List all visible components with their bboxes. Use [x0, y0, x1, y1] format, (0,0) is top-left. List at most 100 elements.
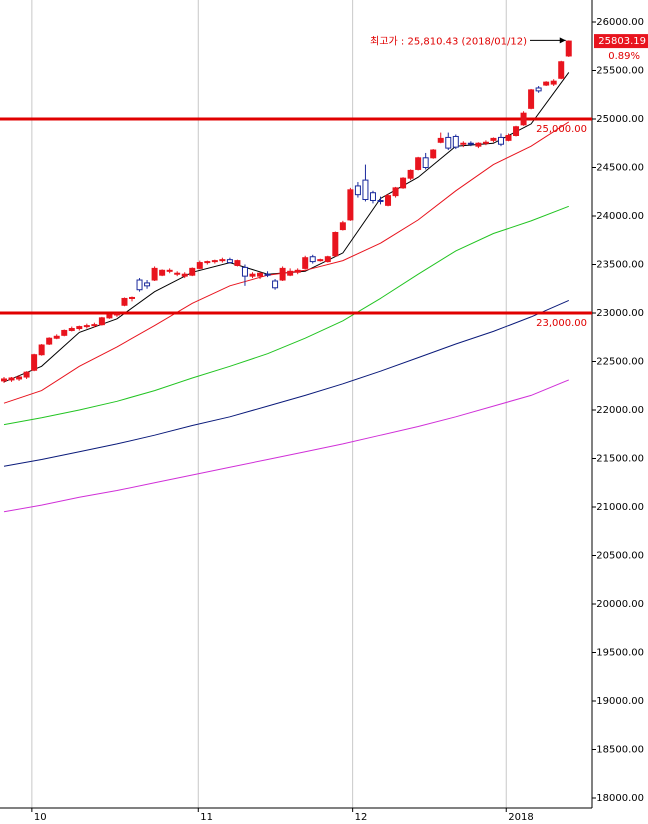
candle-body	[113, 313, 120, 316]
candle-body	[497, 136, 504, 145]
candle-body	[362, 179, 369, 201]
candle-body	[181, 273, 188, 277]
candle-body	[204, 261, 211, 264]
candle-body	[324, 256, 331, 263]
candle-body	[219, 259, 226, 262]
y-tick-label: 20500.00	[596, 551, 644, 562]
x-tick-label: 11	[200, 812, 213, 823]
y-tick-label: 20000.00	[596, 599, 644, 610]
candle-body	[294, 269, 301, 273]
x-tick-label: 10	[34, 812, 47, 823]
y-tick-label: 23500.00	[596, 260, 644, 271]
candle-body	[505, 134, 512, 141]
candle-body	[98, 317, 105, 326]
candle-body	[189, 267, 196, 276]
candle-body	[83, 325, 90, 328]
annotation-text: 최고가 : 25,810.43 (2018/01/12)	[370, 35, 527, 47]
y-tick-label: 26000.00	[596, 17, 644, 28]
candle-body	[392, 187, 399, 197]
candle-body	[136, 279, 143, 291]
candle-body	[490, 137, 497, 141]
candle-body	[347, 189, 354, 221]
candle-body	[339, 222, 346, 231]
candle-body	[1, 378, 7, 382]
candle-body	[558, 61, 565, 79]
candle-body	[226, 259, 233, 264]
candle-body	[53, 335, 60, 339]
moving-average-line	[3, 121, 570, 404]
moving-average-line	[3, 205, 569, 426]
last-price: 25803.19	[598, 36, 646, 47]
candle-body	[377, 199, 384, 202]
candle-body	[76, 326, 83, 330]
moving-average-line	[3, 299, 570, 467]
y-tick-label: 18000.00	[596, 793, 644, 804]
y-tick-label: 24000.00	[596, 211, 644, 222]
candle-body	[279, 267, 286, 281]
candle-body	[106, 314, 113, 319]
candle-body	[369, 192, 376, 201]
candle-body	[445, 136, 452, 149]
candle-body	[257, 272, 264, 277]
candle-body	[241, 266, 248, 277]
y-tick-label: 19500.00	[596, 648, 644, 659]
y-tick-label: 18500.00	[596, 745, 644, 756]
candle-body	[46, 337, 53, 345]
annotation-arrowhead	[559, 37, 566, 44]
candle-body	[309, 256, 316, 263]
candle-body	[234, 260, 241, 266]
candle-body	[467, 142, 474, 145]
candle-body	[550, 80, 557, 85]
y-tick-label: 22000.00	[596, 405, 644, 416]
candle-body	[415, 157, 422, 170]
x-tick-label: 12	[355, 812, 368, 823]
candle-body	[121, 297, 128, 306]
candle-body	[565, 40, 572, 57]
x-tick-label: 2018	[508, 812, 533, 823]
candle-body	[460, 142, 467, 145]
candle-body	[302, 257, 309, 269]
candle-body	[272, 280, 279, 289]
y-tick-label: 25000.00	[596, 114, 644, 125]
y-tick-label: 21500.00	[596, 454, 644, 465]
candle-body	[354, 185, 361, 196]
candle-body	[513, 126, 520, 136]
candle-body	[23, 371, 30, 378]
y-tick-label: 19000.00	[596, 696, 644, 707]
candle-body	[543, 81, 550, 86]
candle-body	[174, 272, 181, 275]
candle-body	[317, 259, 324, 262]
candle-body	[287, 270, 294, 276]
candle-body	[159, 269, 166, 276]
candle-body	[68, 328, 75, 331]
candle-body	[452, 135, 459, 148]
candle-body	[31, 354, 38, 371]
candle-body	[528, 89, 535, 109]
y-tick-label: 25500.00	[596, 66, 644, 77]
candle-body	[8, 377, 15, 381]
candle-body	[535, 87, 542, 92]
last-price-box	[594, 34, 648, 49]
y-tick-label: 23000.00	[596, 308, 644, 319]
candle-body	[129, 296, 136, 299]
candle-body	[166, 269, 173, 272]
candle-body	[91, 324, 98, 327]
candle-body	[16, 376, 23, 380]
candle-body	[407, 169, 414, 179]
candle-body	[385, 195, 392, 206]
candle-body	[400, 177, 407, 189]
candle-body	[422, 157, 429, 169]
level-label: 23,000.00	[536, 318, 587, 329]
level-label: 25,000.00	[536, 124, 587, 135]
candle-body	[520, 112, 527, 126]
moving-average-line	[3, 379, 569, 513]
candle-body	[437, 137, 444, 143]
candle-body	[144, 282, 151, 287]
y-tick-label: 24500.00	[596, 163, 644, 174]
candle-body	[475, 142, 482, 147]
candle-body	[430, 149, 437, 159]
y-tick-label: 21000.00	[596, 502, 644, 513]
